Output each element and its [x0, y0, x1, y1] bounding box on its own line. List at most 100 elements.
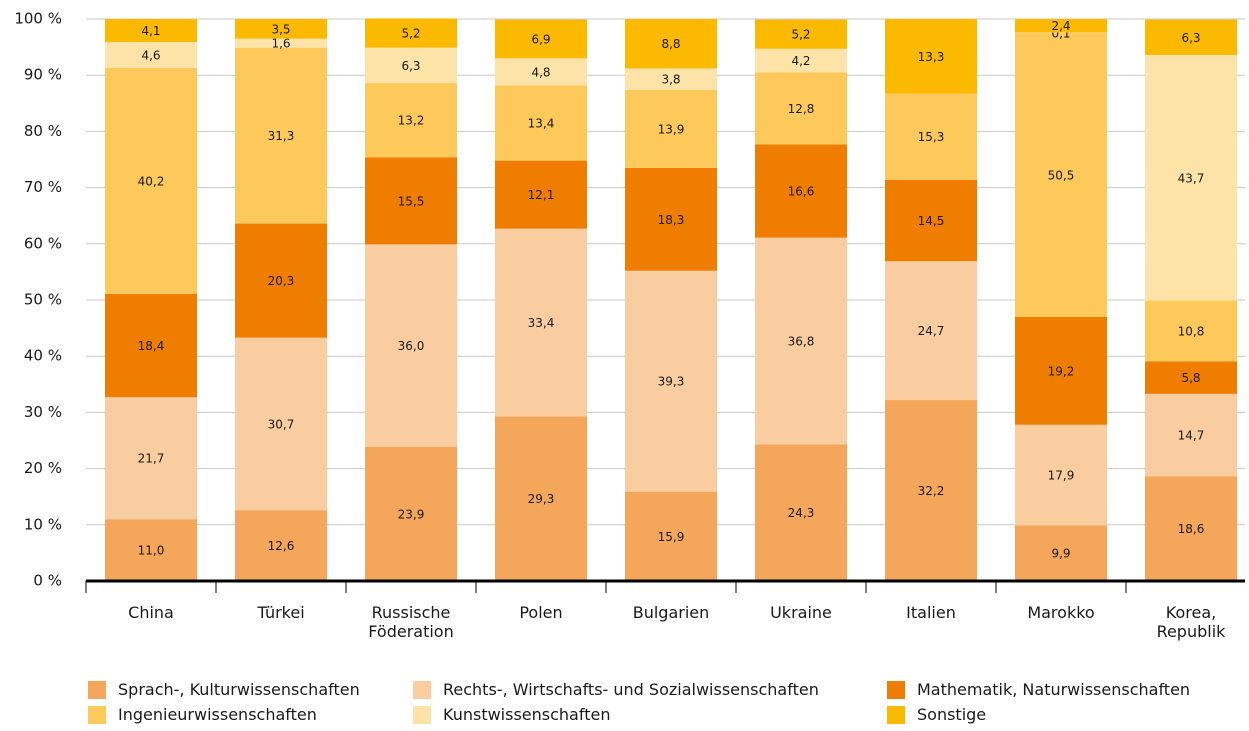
bar-segment [495, 19, 587, 59]
value-label: 15,3 [918, 130, 945, 144]
value-label: 36,8 [788, 335, 815, 349]
bar-segment [625, 491, 717, 581]
x-tick-label: Ukraine [770, 603, 832, 622]
value-label: 24,7 [918, 324, 945, 338]
bar-segment [625, 19, 717, 69]
x-tick-label: Polen [519, 603, 563, 622]
bar-segment [1015, 525, 1107, 581]
bar-segment [1145, 361, 1237, 394]
y-tick-label: 80 % [24, 122, 62, 140]
bar-segment [755, 144, 847, 238]
bar-segment [1015, 316, 1107, 425]
legend-item: Kunstwissenschaften [413, 705, 610, 724]
value-label: 30,7 [268, 417, 295, 431]
bar-segment [885, 179, 977, 262]
value-label: 6,3 [1181, 31, 1200, 45]
value-label: 15,9 [658, 530, 685, 544]
legend-item: Sprach-, Kulturwissenschaften [88, 680, 360, 699]
value-label: 40,2 [138, 174, 165, 188]
bar-segment [755, 19, 847, 49]
value-label: 31,3 [268, 129, 295, 143]
value-label: 12,1 [528, 188, 555, 202]
value-label: 1,6 [271, 37, 290, 51]
bar-segment [495, 58, 587, 86]
bar-segment [885, 261, 977, 401]
value-label: 13,4 [528, 116, 555, 130]
value-label: 4,6 [141, 48, 160, 62]
bar-segment [235, 38, 327, 48]
value-label: 43,7 [1178, 171, 1205, 185]
y-tick-label: 30 % [24, 403, 62, 421]
bar-segment [625, 89, 717, 168]
bar-segment [235, 19, 327, 39]
value-label: 39,3 [658, 375, 685, 389]
value-label: 13,3 [918, 50, 945, 64]
bar-segment [495, 160, 587, 229]
value-label: 13,2 [398, 114, 425, 128]
value-label: 10,8 [1178, 324, 1205, 338]
value-label: 19,2 [1048, 364, 1075, 378]
value-label: 5,2 [401, 27, 420, 41]
bar-segment [105, 42, 197, 68]
y-tick-label: 100 % [14, 10, 62, 28]
x-tick-label: Türkei [257, 603, 305, 622]
y-tick-label: 50 % [24, 291, 62, 309]
bar-segment [235, 510, 327, 581]
legend-item: Mathematik, Naturwissenschaften [887, 680, 1190, 699]
value-label: 5,8 [1181, 371, 1200, 385]
bar-segment [365, 244, 457, 447]
legend-swatch [887, 680, 905, 699]
value-label: 21,7 [138, 452, 165, 466]
bar-segment [1145, 54, 1237, 301]
y-tick-label: 60 % [24, 234, 62, 252]
bar-segment [105, 397, 197, 520]
bar-segment [495, 85, 587, 161]
value-label: 16,6 [788, 184, 815, 198]
value-label: 12,8 [788, 102, 815, 116]
bar-segment [1145, 19, 1237, 55]
value-label: 14,7 [1178, 429, 1205, 443]
bar-segment [105, 67, 197, 294]
value-label: 29,3 [528, 492, 555, 506]
value-label: 15,5 [398, 194, 425, 208]
legend-item: Sonstige [887, 705, 986, 724]
value-label: 4,1 [141, 24, 160, 38]
y-tick-label: 20 % [24, 459, 62, 477]
bar-segment [885, 400, 977, 581]
value-label: 12,6 [268, 539, 295, 553]
value-label: 20,3 [268, 274, 295, 288]
bar-segment [885, 19, 977, 94]
bar-segment [365, 83, 457, 158]
value-label: 6,3 [401, 59, 420, 73]
x-tick-label: Korea, Republik [1156, 603, 1226, 641]
bar-segment [1015, 32, 1107, 34]
y-tick-label: 90 % [24, 66, 62, 84]
value-label: 5,2 [791, 28, 810, 42]
legend-swatch [413, 680, 431, 699]
value-label: 2,4 [1051, 19, 1070, 33]
bar-segment [1145, 393, 1237, 477]
bar-segment [105, 293, 197, 398]
bar-segment [1015, 19, 1107, 33]
bar-segment [365, 47, 457, 84]
bar-segment [495, 416, 587, 581]
bar-segment [755, 237, 847, 445]
legend-swatch [887, 705, 905, 724]
bar-segment [365, 446, 457, 581]
value-label: 4,2 [791, 54, 810, 68]
bar-segment [365, 157, 457, 245]
value-label: 24,3 [788, 506, 815, 520]
legend-label: Rechts-, Wirtschafts- und Sozialwissensc… [443, 680, 819, 699]
legend-label: Kunstwissenschaften [443, 705, 611, 724]
value-label: 3,8 [661, 73, 680, 87]
value-label: 33,4 [528, 316, 555, 330]
y-tick-label: 40 % [24, 347, 62, 365]
bar-segment [1015, 424, 1107, 526]
bar-segment [885, 93, 977, 180]
value-label: 50,5 [1048, 168, 1075, 182]
bar-segment [495, 228, 587, 417]
value-label: 18,3 [658, 213, 685, 227]
legend-swatch [88, 705, 106, 724]
